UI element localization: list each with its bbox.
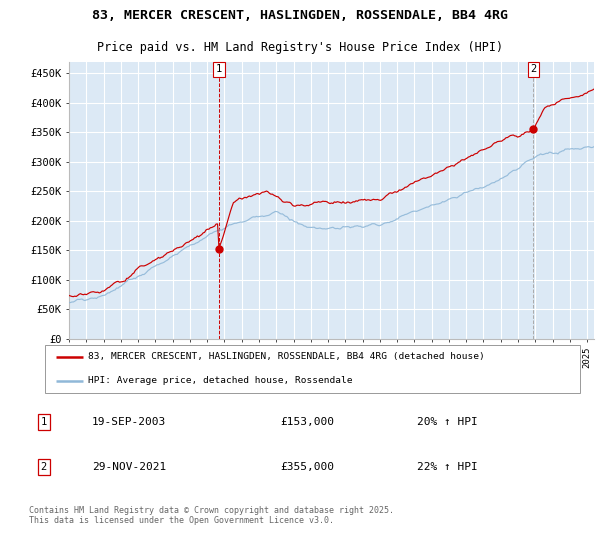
Text: 2: 2 [41,462,47,472]
Text: 22% ↑ HPI: 22% ↑ HPI [417,462,478,472]
Text: 19-SEP-2003: 19-SEP-2003 [92,417,166,427]
Text: 1: 1 [41,417,47,427]
Text: 29-NOV-2021: 29-NOV-2021 [92,462,166,472]
Text: £355,000: £355,000 [280,462,334,472]
Text: HPI: Average price, detached house, Rossendale: HPI: Average price, detached house, Ross… [88,376,353,385]
Text: Price paid vs. HM Land Registry's House Price Index (HPI): Price paid vs. HM Land Registry's House … [97,41,503,54]
Text: £153,000: £153,000 [280,417,334,427]
Text: 20% ↑ HPI: 20% ↑ HPI [417,417,478,427]
Text: 83, MERCER CRESCENT, HASLINGDEN, ROSSENDALE, BB4 4RG: 83, MERCER CRESCENT, HASLINGDEN, ROSSEND… [92,9,508,22]
Text: 83, MERCER CRESCENT, HASLINGDEN, ROSSENDALE, BB4 4RG (detached house): 83, MERCER CRESCENT, HASLINGDEN, ROSSEND… [88,352,485,361]
Text: 2: 2 [530,64,536,74]
Text: Contains HM Land Registry data © Crown copyright and database right 2025.
This d: Contains HM Land Registry data © Crown c… [29,506,394,525]
FancyBboxPatch shape [45,345,580,393]
Text: 1: 1 [216,64,222,74]
